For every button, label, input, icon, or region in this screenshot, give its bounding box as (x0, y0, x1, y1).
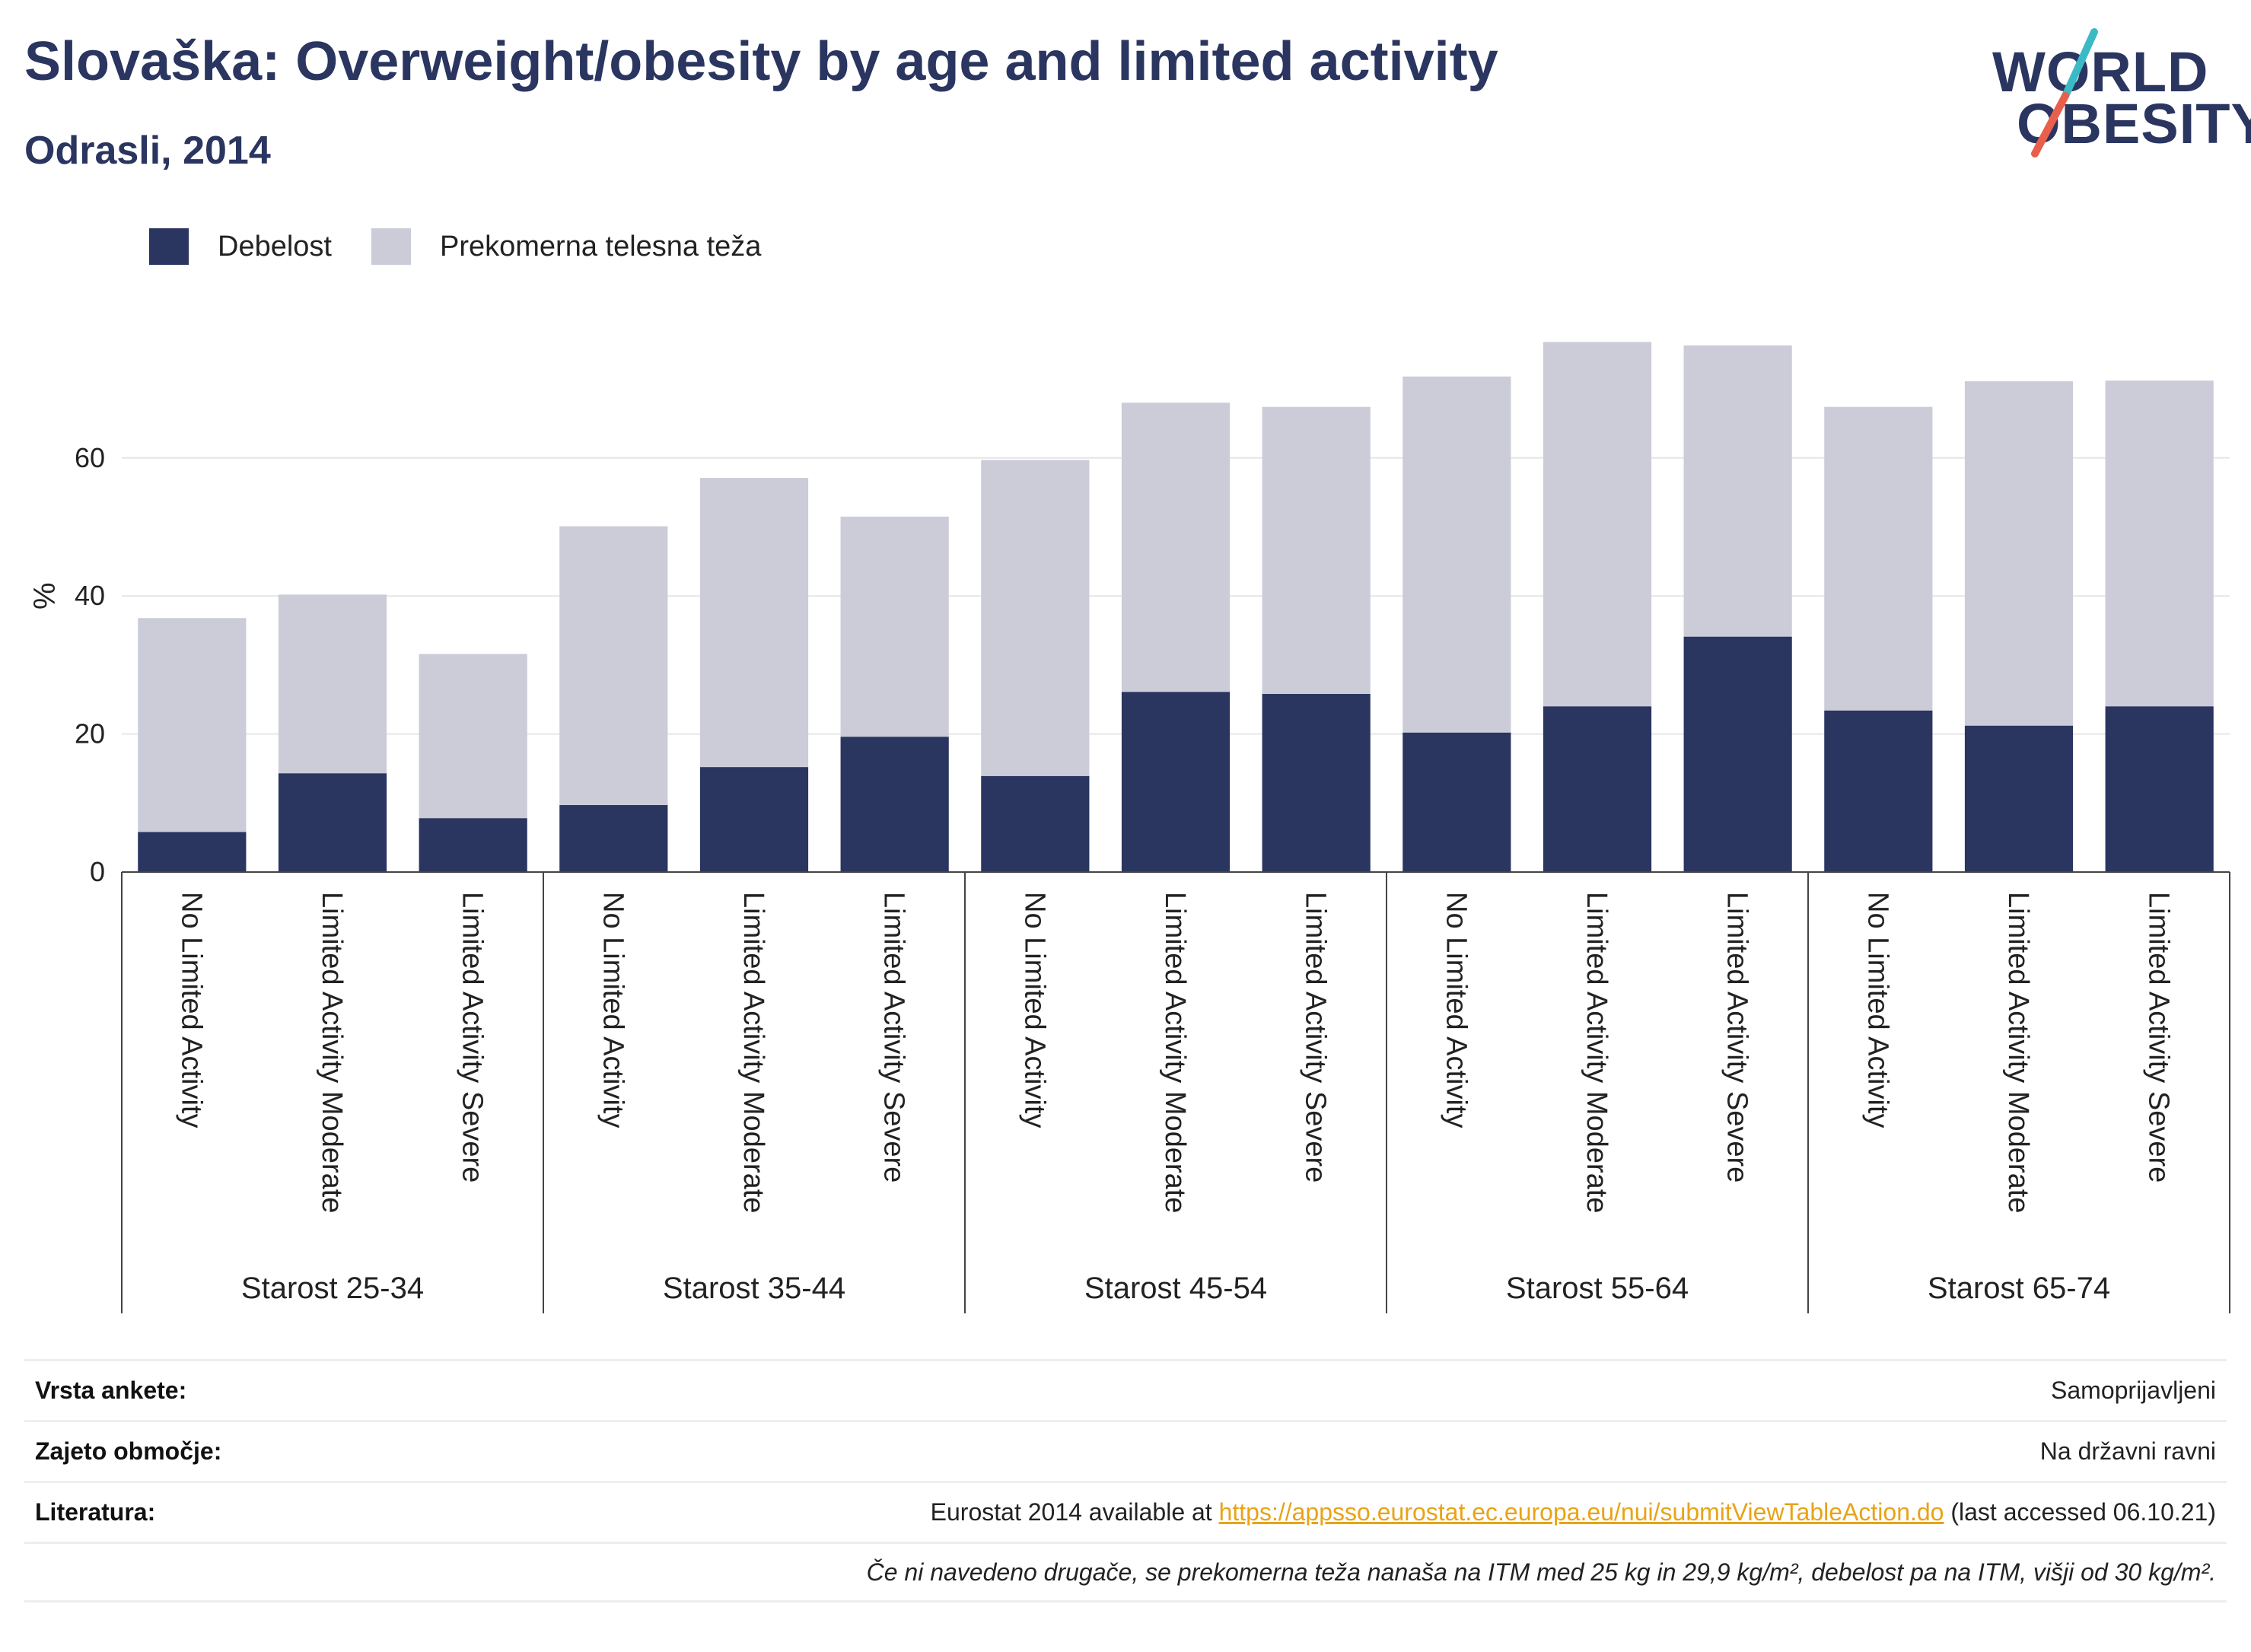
reference-suffix: (last accessed 06.10.21) (1944, 1498, 2216, 1526)
x-category-label: Limited Activity Moderate (1581, 892, 1613, 1213)
bar-obesity (419, 818, 527, 872)
bar-obesity (138, 832, 247, 872)
stacked-bar-chart: 0 20 40 60% No Limited Activity Limited Activ… (28, 342, 2230, 1313)
bar-overweight (278, 594, 387, 774)
reference-label: Literatura: (35, 1498, 156, 1526)
coverage-value: Na državni ravni (2039, 1437, 2216, 1465)
legend-swatch-obesity (149, 228, 189, 265)
y-tick-label: 20 (75, 718, 105, 750)
legend-item-overweight[interactable]: Prekomerna telesna teža (371, 228, 761, 265)
y-tick-label: 60 (75, 442, 105, 473)
legend-item-obesity[interactable]: Debelost (149, 228, 332, 265)
bar-overweight (699, 478, 809, 768)
x-group-label: Starost 65-74 (1928, 1272, 2110, 1305)
x-category-label: No Limited Activity (1440, 892, 1472, 1128)
bar-obesity (1543, 706, 1652, 872)
info-table: Vrsta ankete: Samoprijavljeni Zajeto obm… (24, 1359, 2227, 1603)
x-category-label: Limited Activity Severe (878, 892, 910, 1183)
y-tick-label: 0 (90, 856, 105, 887)
x-category-label: Limited Activity Severe (2143, 892, 2175, 1183)
bar-obesity (2105, 706, 2214, 872)
chart-subtitle: Odrasli, 2014 (24, 129, 271, 173)
definition-note: Če ni navedeno drugače, se prekomerna te… (866, 1558, 2216, 1586)
bar-obesity (1683, 636, 1792, 872)
x-category-label: Limited Activity Moderate (2002, 892, 2034, 1213)
x-category-label: Limited Activity Severe (457, 892, 489, 1183)
bar-overweight (138, 618, 247, 832)
x-category-label: No Limited Activity (1018, 892, 1050, 1128)
x-category-label: Limited Activity Severe (1300, 892, 1332, 1183)
bar-obesity (1121, 692, 1231, 872)
info-row-coverage: Zajeto območje: Na državni ravni (24, 1420, 2227, 1481)
legend-label-obesity: Debelost (218, 230, 332, 263)
bar-overweight (1964, 381, 2074, 726)
chart-title: Slovaška: Overweight/obesity by age and … (24, 31, 1498, 92)
bar-overweight (1543, 342, 1652, 707)
bar-overweight (1262, 406, 1371, 694)
x-group-label: Starost 45-54 (1084, 1272, 1267, 1305)
y-tick-label: 40 (75, 580, 105, 611)
bar-obesity (840, 737, 949, 872)
bar-obesity (1964, 725, 2074, 872)
bar-obesity (559, 805, 668, 872)
bar-overweight (1824, 406, 1933, 711)
coverage-label: Zajeto območje: (35, 1437, 222, 1465)
x-category-label: Limited Activity Severe (1721, 892, 1753, 1183)
bar-overweight (1121, 403, 1231, 692)
logo-line-1: WORLD (1992, 40, 2209, 103)
x-group-label: Starost 25-34 (241, 1272, 424, 1305)
y-axis-label: % (28, 582, 62, 610)
bar-overweight (419, 654, 527, 819)
x-group-label: Starost 35-44 (663, 1272, 845, 1305)
x-group-label: Starost 55-64 (1506, 1272, 1689, 1305)
logo-line-2: OBESITY (2017, 92, 2251, 155)
x-category-label: No Limited Activity (175, 892, 207, 1128)
x-category-label: No Limited Activity (597, 892, 629, 1128)
bar-obesity (278, 773, 387, 872)
world-obesity-logo: WORLD OBESITY (1986, 23, 2251, 160)
bar-overweight (840, 516, 949, 737)
bar-obesity (981, 775, 1090, 872)
info-row-reference: Literatura: Eurostat 2014 available at h… (24, 1481, 2227, 1542)
reference-value: Eurostat 2014 available at https://appss… (931, 1498, 2216, 1526)
info-row-survey: Vrsta ankete: Samoprijavljeni (24, 1359, 2227, 1420)
reference-prefix: Eurostat 2014 available at (930, 1498, 1219, 1526)
legend-swatch-overweight (371, 228, 411, 265)
bar-obesity (1824, 710, 1933, 872)
x-category-label: Limited Activity Moderate (737, 892, 769, 1213)
bar-overweight (559, 526, 668, 806)
reference-link[interactable]: https://appsso.eurostat.ec.europa.eu/nui… (1218, 1498, 1944, 1526)
legend-label-overweight: Prekomerna telesna teža (439, 230, 762, 263)
bar-overweight (1683, 345, 1792, 637)
bar-obesity (1402, 732, 1511, 872)
bar-obesity (1262, 693, 1371, 872)
logo-slash-icon (2031, 28, 2098, 158)
bar-overweight (981, 460, 1090, 776)
bar-overweight (2105, 380, 2214, 707)
bar-overweight (1402, 376, 1511, 733)
info-row-note: Če ni navedeno drugače, se prekomerna te… (24, 1542, 2227, 1603)
bar-obesity (699, 767, 809, 872)
survey-type-label: Vrsta ankete: (35, 1377, 187, 1404)
x-category-label: No Limited Activity (1861, 892, 1893, 1128)
survey-type-value: Samoprijavljeni (2051, 1377, 2216, 1404)
x-category-label: Limited Activity Moderate (1159, 892, 1191, 1213)
chart-legend: Debelost Prekomerna telesna teža (149, 225, 801, 268)
x-category-label: Limited Activity Moderate (316, 892, 348, 1213)
